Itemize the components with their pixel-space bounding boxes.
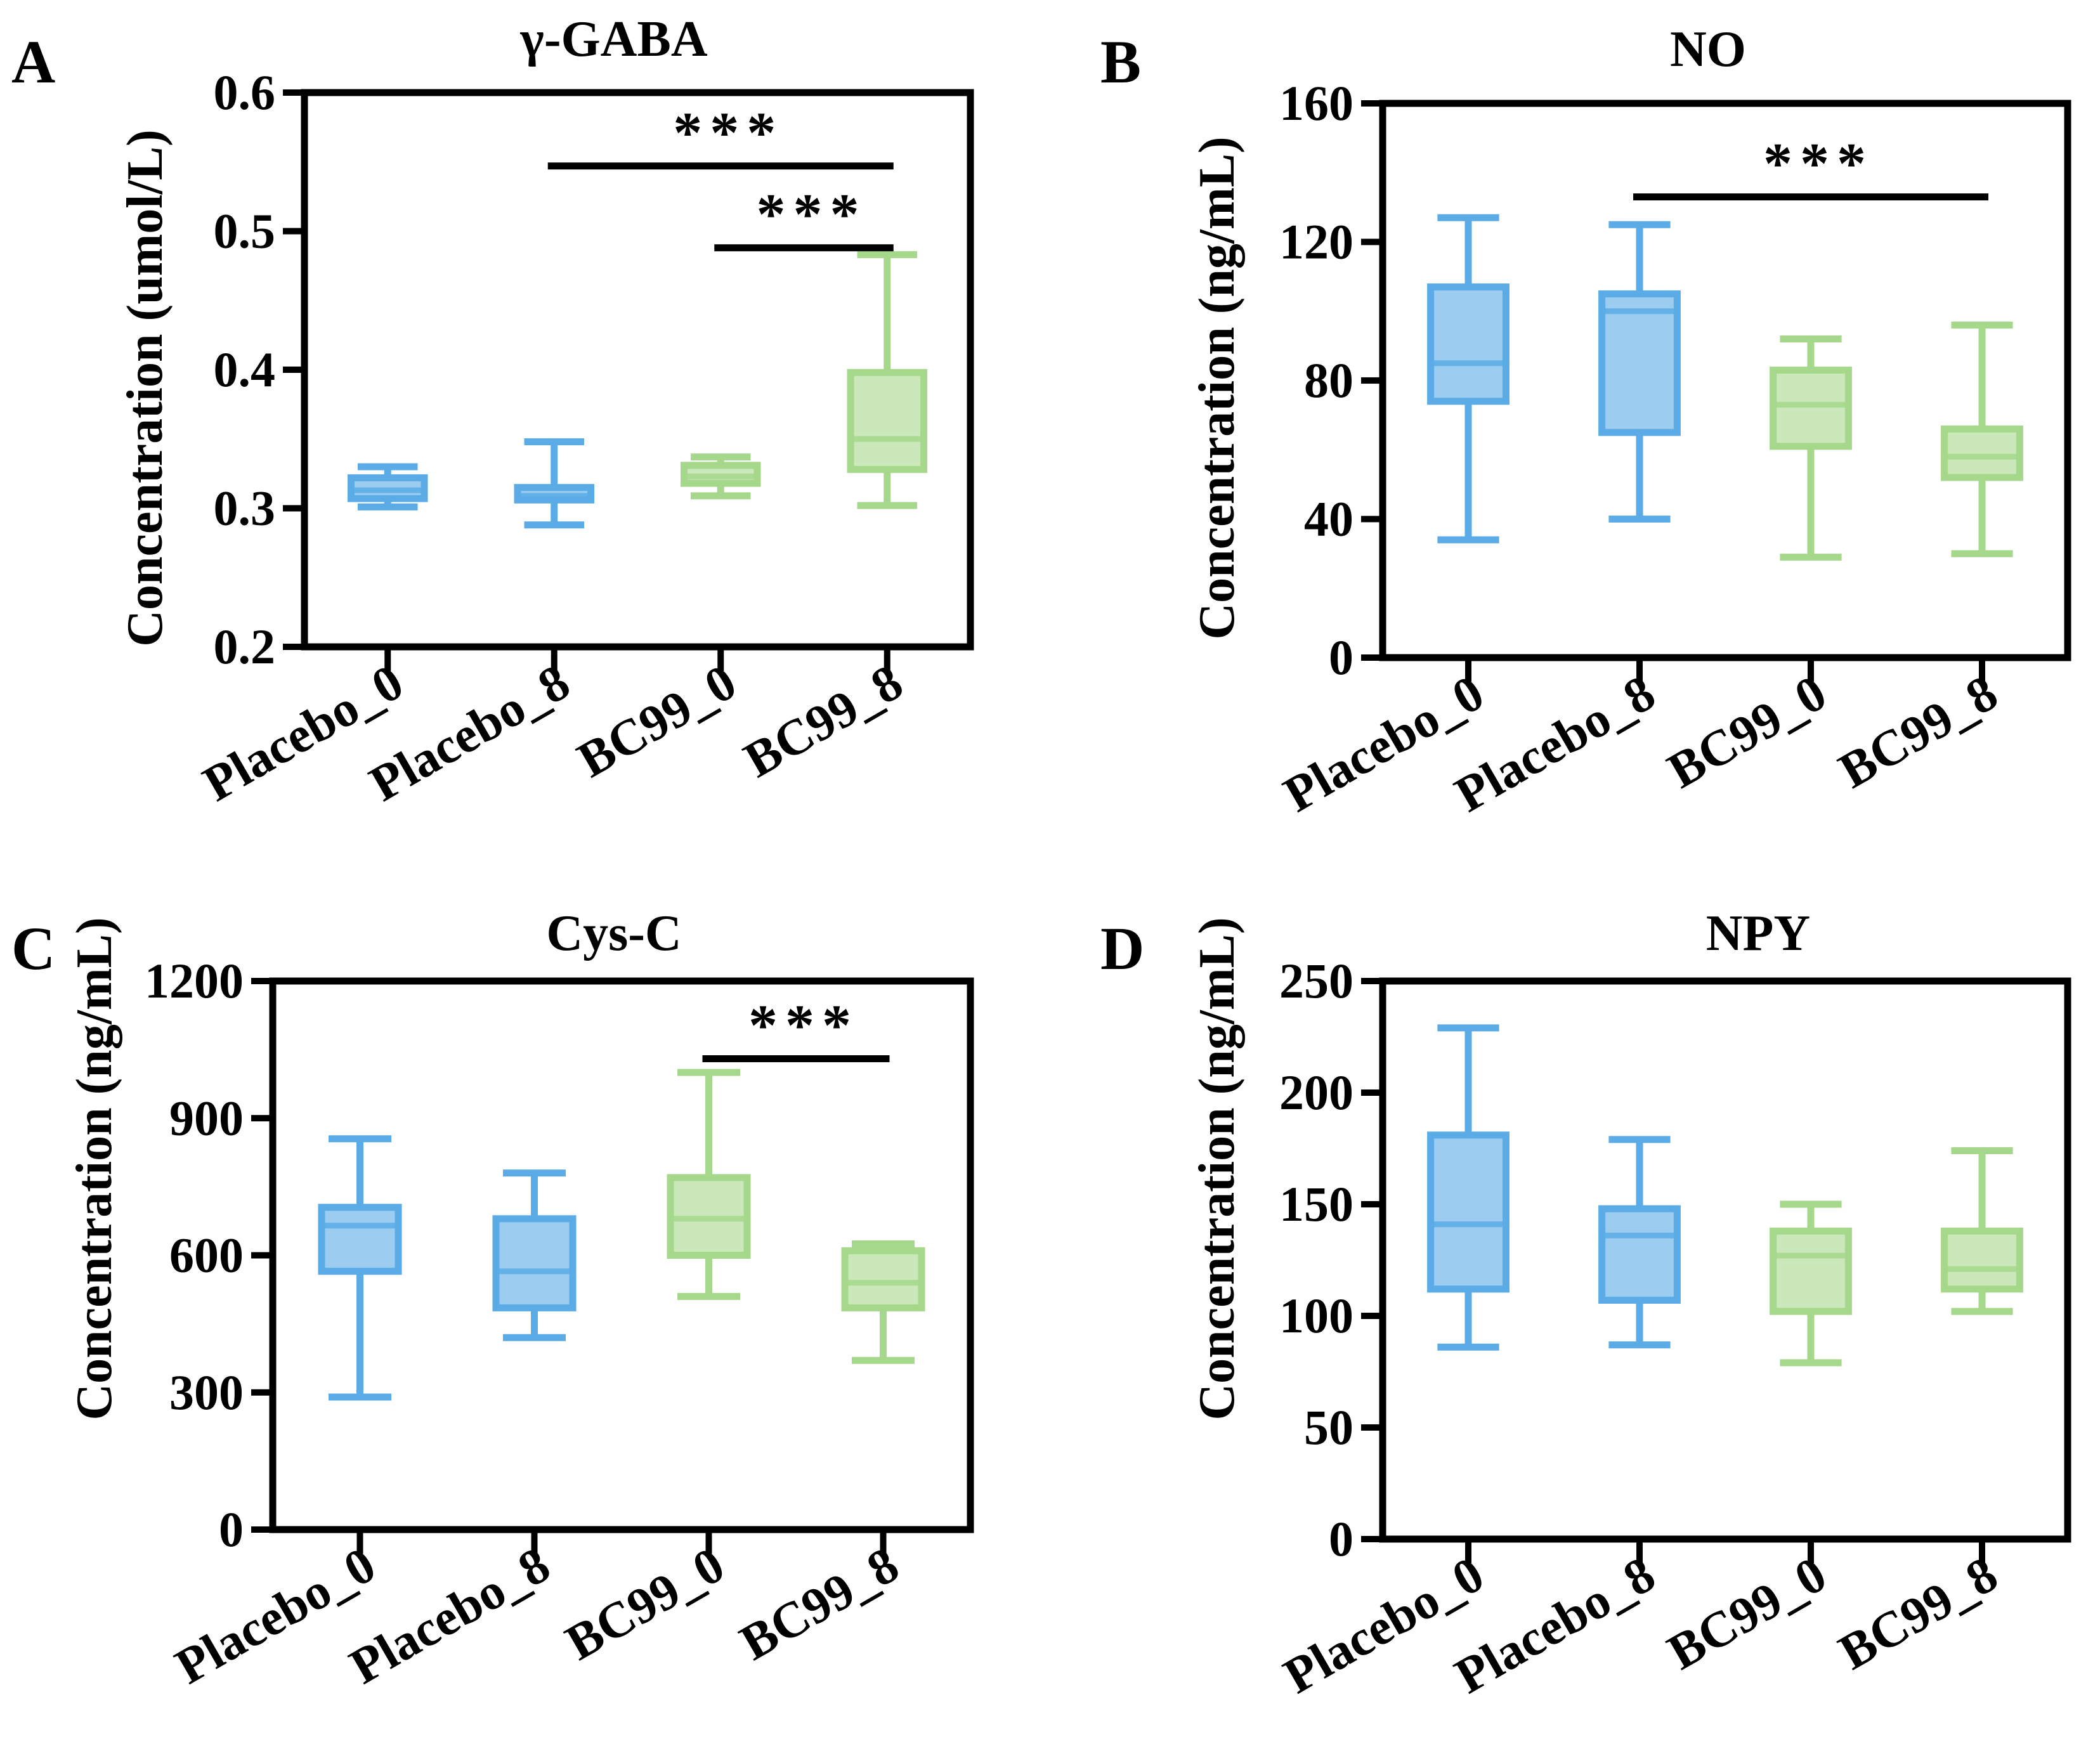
significance-label: *** <box>673 100 783 165</box>
axis-frame <box>1379 977 2071 1543</box>
significance-label: *** <box>748 993 859 1058</box>
box-placebo-8 <box>514 438 594 529</box>
x-tick-label: BC99_0 <box>557 1537 734 1671</box>
iqr-box <box>841 1247 925 1311</box>
y-tick-label: 900 <box>169 1090 244 1145</box>
x-tick-label: BC99_8 <box>735 654 912 788</box>
box-bc99-8 <box>847 251 927 509</box>
y-tick-label: 100 <box>1279 1288 1353 1343</box>
y-tick-label: 120 <box>1279 214 1353 270</box>
panel-a: A γ-GABA Concentration (umol/L) 0.2 0.3 0.… <box>11 11 974 812</box>
box-placebo-8 <box>1598 1136 1681 1349</box>
panel-letter: D <box>1100 914 1144 982</box>
panel-letter: A <box>11 28 55 96</box>
box-bc99-8 <box>1941 322 2023 557</box>
x-tick-label: BC99_8 <box>1830 665 2007 799</box>
y-tick-label: 0.2 <box>214 619 276 674</box>
box-bc99-8 <box>1941 1147 2023 1315</box>
x-tick-label: BC99_8 <box>731 1537 908 1671</box>
y-tick-label: 200 <box>1279 1065 1353 1120</box>
box-placebo-0 <box>318 1135 402 1401</box>
box-bc99-0 <box>1770 1200 1852 1367</box>
iqr-box <box>1941 425 2023 481</box>
panel-d: D NPY Concentration (ng/mL) 0 50 100 150 200… <box>1100 906 2071 1705</box>
iqr-box <box>1427 283 1510 405</box>
chart-title: γ-GABA <box>519 11 707 67</box>
plot-area: 050100150200250Placebo_0Placebo_8BC99_0B… <box>1275 953 2071 1705</box>
iqr-box <box>847 368 927 473</box>
panel-b: B NO Concentration (ng/mL) 04080120160Pl… <box>1100 22 2071 823</box>
iqr-box <box>1427 1131 1510 1293</box>
chart-title: Cys-C <box>546 906 681 961</box>
panel-letter: C <box>11 914 55 982</box>
y-tick-label: 600 <box>169 1228 244 1283</box>
y-tick-label: 300 <box>169 1365 244 1420</box>
box-placebo-0 <box>1427 214 1510 543</box>
box-placebo-0 <box>1427 1024 1510 1351</box>
iqr-box <box>1941 1227 2023 1293</box>
y-tick-label: 40 <box>1304 491 1353 547</box>
iqr-box <box>1770 1227 1852 1315</box>
panel-letter: B <box>1100 28 1141 96</box>
y-tick-label: 0 <box>1329 630 1353 685</box>
y-tick-label: 0 <box>1329 1511 1353 1566</box>
iqr-box <box>1598 1205 1681 1304</box>
box-bc99-8 <box>841 1240 925 1364</box>
chart-title: NO <box>1670 22 1746 77</box>
y-tick-label: 160 <box>1279 75 1353 131</box>
box-placebo-0 <box>348 463 428 510</box>
iqr-box <box>1770 367 1852 450</box>
x-tick-label: BC99_8 <box>1830 1546 2007 1681</box>
chart-title: NPY <box>1706 906 1810 961</box>
y-axis-label: Concentration (ng/mL) <box>1189 136 1245 639</box>
y-tick-label: 150 <box>1279 1176 1353 1232</box>
plot-area: 0 300 600 900 1200 Placebo_0Placebo_8BC99_0BC… <box>145 953 974 1695</box>
x-tick-label: BC99_0 <box>1659 665 1836 799</box>
y-tick-label: 250 <box>1279 953 1353 1008</box>
iqr-box <box>492 1215 577 1311</box>
plot-area: 04080120160Placebo_0Placebo_8BC99_0BC99_… <box>1275 75 2071 823</box>
box-placebo-8 <box>492 1169 577 1341</box>
x-tick-label: Placebo_8 <box>341 1537 559 1695</box>
y-tick-label: 0.6 <box>214 65 276 120</box>
y-axis-label: Concentration (umol/L) <box>117 129 173 647</box>
y-tick-label: 0.3 <box>214 481 276 536</box>
box-placebo-8 <box>1598 221 1681 523</box>
y-axis-label: Concentration (ng/mL) <box>67 917 122 1420</box>
y-tick-label: 1200 <box>145 953 244 1008</box>
x-tick-label: BC99_0 <box>568 654 745 788</box>
y-axis-label: Concentration (ng/mL) <box>1189 917 1245 1420</box>
y-tick-label: 0.5 <box>214 204 276 259</box>
panel-c: C Cys-C Concentration (ng/mL) 0 300 600 900… <box>11 906 974 1695</box>
iqr-box <box>1598 290 1681 436</box>
box-bc99-0 <box>681 453 761 500</box>
y-tick-label: 50 <box>1304 1400 1353 1455</box>
y-tick-label: 0.4 <box>214 342 276 397</box>
y-tick-label: 80 <box>1304 353 1353 408</box>
box-bc99-0 <box>667 1069 751 1300</box>
x-tick-label: BC99_0 <box>1659 1546 1836 1681</box>
x-tick-label: Placebo_0 <box>166 1537 384 1695</box>
significance-label: *** <box>757 182 867 247</box>
box-bc99-0 <box>1770 335 1852 561</box>
significance-label: *** <box>1763 131 1874 195</box>
y-tick-label: 0 <box>219 1502 244 1557</box>
iqr-box <box>318 1204 402 1275</box>
plot-area: 0.20.30.40.50.6Placebo_0Placebo_8BC99_0B… <box>194 65 974 812</box>
